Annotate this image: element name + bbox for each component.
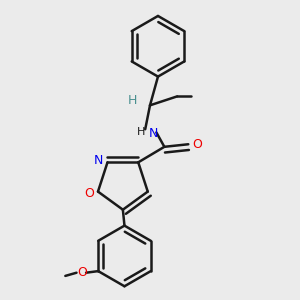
Text: O: O: [192, 138, 202, 151]
Text: O: O: [77, 266, 87, 279]
Text: N: N: [148, 127, 158, 140]
Text: H: H: [128, 94, 137, 107]
Text: H: H: [137, 128, 146, 137]
Text: O: O: [84, 187, 94, 200]
Text: N: N: [94, 154, 103, 167]
